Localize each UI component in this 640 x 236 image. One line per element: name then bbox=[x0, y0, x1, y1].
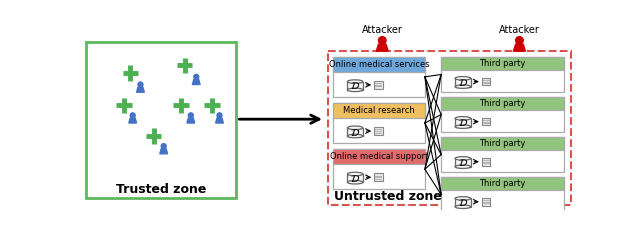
FancyBboxPatch shape bbox=[455, 78, 470, 87]
Text: Third party: Third party bbox=[479, 139, 525, 148]
Text: Attacker: Attacker bbox=[499, 25, 540, 35]
Polygon shape bbox=[136, 87, 145, 92]
Text: $\mathcal{D}$: $\mathcal{D}$ bbox=[458, 117, 468, 128]
Ellipse shape bbox=[455, 165, 470, 169]
Circle shape bbox=[217, 113, 222, 118]
Circle shape bbox=[194, 74, 199, 79]
Circle shape bbox=[138, 82, 143, 87]
Polygon shape bbox=[193, 80, 200, 84]
FancyBboxPatch shape bbox=[441, 177, 564, 190]
Polygon shape bbox=[187, 118, 195, 123]
Circle shape bbox=[188, 113, 193, 118]
FancyBboxPatch shape bbox=[86, 42, 236, 198]
FancyBboxPatch shape bbox=[482, 78, 490, 85]
FancyBboxPatch shape bbox=[333, 57, 425, 72]
FancyBboxPatch shape bbox=[374, 173, 383, 181]
FancyBboxPatch shape bbox=[348, 128, 363, 136]
Text: $\mathcal{D}$: $\mathcal{D}$ bbox=[350, 126, 360, 138]
Text: Online medical support: Online medical support bbox=[330, 152, 428, 161]
FancyBboxPatch shape bbox=[333, 57, 425, 97]
Ellipse shape bbox=[348, 80, 363, 83]
Text: $\mathcal{D}$: $\mathcal{D}$ bbox=[458, 157, 468, 168]
Ellipse shape bbox=[455, 117, 470, 120]
Polygon shape bbox=[160, 149, 168, 154]
FancyBboxPatch shape bbox=[455, 118, 470, 127]
Text: Untrusted zone: Untrusted zone bbox=[334, 190, 442, 203]
Ellipse shape bbox=[455, 77, 470, 80]
FancyBboxPatch shape bbox=[482, 198, 490, 206]
FancyBboxPatch shape bbox=[374, 81, 383, 89]
FancyBboxPatch shape bbox=[441, 137, 564, 150]
Text: Medical research: Medical research bbox=[343, 106, 415, 115]
Text: $\mathcal{D}$: $\mathcal{D}$ bbox=[350, 173, 360, 184]
Text: Trusted zone: Trusted zone bbox=[116, 183, 206, 196]
Ellipse shape bbox=[348, 88, 363, 92]
Ellipse shape bbox=[455, 125, 470, 128]
FancyBboxPatch shape bbox=[455, 158, 470, 167]
Polygon shape bbox=[129, 118, 136, 123]
FancyBboxPatch shape bbox=[441, 97, 564, 110]
Circle shape bbox=[130, 113, 135, 118]
Ellipse shape bbox=[455, 157, 470, 160]
FancyBboxPatch shape bbox=[333, 149, 425, 164]
Circle shape bbox=[378, 37, 386, 44]
FancyBboxPatch shape bbox=[441, 57, 564, 70]
Text: $\mathcal{D}$: $\mathcal{D}$ bbox=[458, 77, 468, 88]
Text: Attacker: Attacker bbox=[362, 25, 403, 35]
Polygon shape bbox=[376, 44, 388, 51]
FancyBboxPatch shape bbox=[482, 158, 490, 165]
Polygon shape bbox=[513, 44, 525, 51]
Text: $\mathcal{D}$: $\mathcal{D}$ bbox=[458, 197, 468, 208]
Ellipse shape bbox=[455, 85, 470, 88]
FancyBboxPatch shape bbox=[348, 174, 363, 182]
Ellipse shape bbox=[348, 134, 363, 138]
FancyBboxPatch shape bbox=[328, 51, 571, 205]
Ellipse shape bbox=[348, 172, 363, 176]
FancyBboxPatch shape bbox=[441, 97, 564, 132]
FancyBboxPatch shape bbox=[348, 82, 363, 90]
Ellipse shape bbox=[348, 126, 363, 130]
FancyBboxPatch shape bbox=[455, 198, 470, 207]
Circle shape bbox=[516, 37, 524, 44]
FancyBboxPatch shape bbox=[441, 57, 564, 92]
Text: Third party: Third party bbox=[479, 99, 525, 108]
Circle shape bbox=[161, 144, 166, 149]
Ellipse shape bbox=[455, 205, 470, 208]
Text: Third party: Third party bbox=[479, 59, 525, 68]
Text: Online medical services: Online medical services bbox=[329, 60, 429, 69]
FancyBboxPatch shape bbox=[441, 177, 564, 212]
Text: Third party: Third party bbox=[479, 179, 525, 188]
FancyBboxPatch shape bbox=[482, 118, 490, 126]
Ellipse shape bbox=[348, 181, 363, 184]
FancyBboxPatch shape bbox=[374, 127, 383, 135]
FancyBboxPatch shape bbox=[333, 103, 425, 143]
Polygon shape bbox=[216, 118, 223, 123]
FancyBboxPatch shape bbox=[333, 149, 425, 189]
FancyBboxPatch shape bbox=[441, 137, 564, 172]
Text: $\mathcal{D}$: $\mathcal{D}$ bbox=[350, 80, 360, 91]
Ellipse shape bbox=[455, 197, 470, 200]
FancyBboxPatch shape bbox=[333, 103, 425, 118]
